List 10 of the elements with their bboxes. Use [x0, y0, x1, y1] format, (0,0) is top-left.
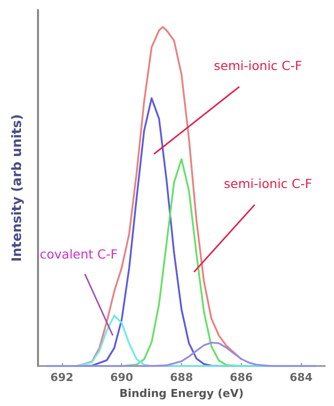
- annotation: semi-ionic C-F: [224, 176, 312, 191]
- annotation: covalent C-F: [40, 246, 118, 262]
- x-tick-label: 688: [170, 371, 193, 384]
- x-tick-label: 692: [50, 371, 74, 384]
- x-tick-label: 690: [110, 371, 134, 384]
- annotation: semi-ionic C-F: [214, 58, 302, 73]
- x-tick-label: 686: [230, 371, 254, 384]
- x-axis-title: Binding Energy (eV): [119, 387, 244, 400]
- y-axis-title: Intensity (arb units): [10, 114, 25, 262]
- x-tick-label: 684: [290, 371, 313, 384]
